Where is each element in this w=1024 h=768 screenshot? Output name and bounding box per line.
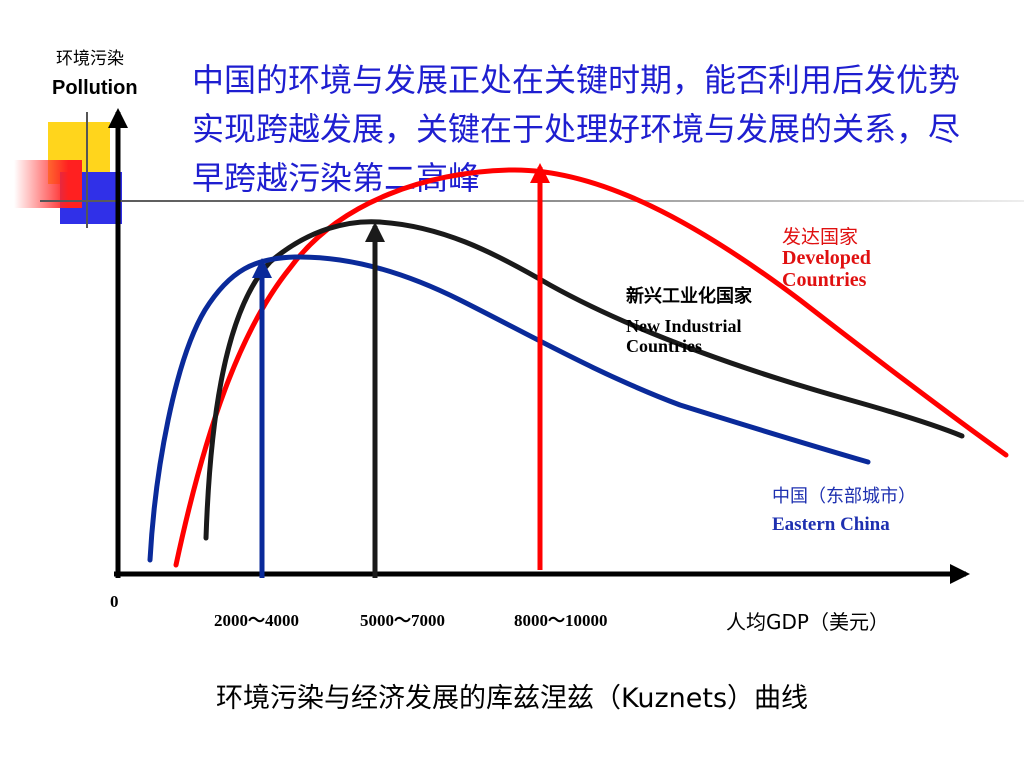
series-curve-2	[203, 219, 965, 541]
chart-caption: 环境污染与经济发展的库兹涅兹（Kuznets）曲线	[215, 683, 809, 714]
headline: 中国的环境与发展正处在关键时期，能否利用后发优势实现跨越发展，关键在于处理好环境…	[192, 61, 961, 197]
x-tick-label: 8000～10000	[514, 611, 608, 630]
x-tick-label: 2000～4000	[214, 611, 299, 630]
series-label-nic-cn: 新兴工业化国家	[626, 286, 752, 306]
series-label-nic-en: New Industrial Countries	[626, 316, 742, 356]
series-curve-1	[173, 167, 1009, 568]
series-label-china-en: Eastern China	[772, 514, 890, 535]
decor-vertical-line	[86, 112, 88, 228]
series-label-china-cn: 中国（东部城市）	[772, 486, 916, 506]
y-axis-label-en: Pollution	[52, 77, 138, 99]
series-label-developed-cn: 发达国家	[782, 227, 859, 248]
y-axis-label-cn: 环境污染	[56, 49, 124, 69]
series-curve-3	[147, 254, 871, 563]
x-tick-label: 5000～7000	[360, 611, 445, 630]
decor-horizontal-line	[40, 200, 1024, 202]
x-axis-label: 人均GDP（美元）	[726, 610, 889, 634]
series-label-developed-en: Developed Countries	[782, 247, 871, 291]
origin-label: 0	[110, 592, 119, 611]
